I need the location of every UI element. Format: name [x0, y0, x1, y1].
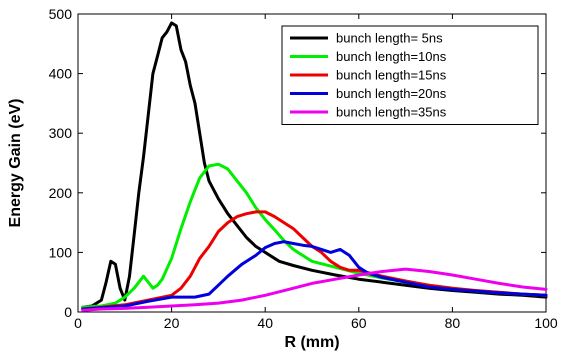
x-tick-label: 80 [445, 315, 461, 331]
legend-label: bunch length=15ns [336, 68, 447, 83]
x-tick-label: 100 [534, 315, 558, 331]
y-axis: 0 100 200 300 400 500 [49, 6, 546, 320]
x-tick-label: 60 [351, 315, 367, 331]
x-tick-label: 40 [257, 315, 273, 331]
x-axis: 0 20 40 60 80 100 [74, 14, 558, 331]
x-axis-label: R (mm) [284, 334, 339, 351]
legend-label: bunch length=10ns [336, 49, 447, 64]
series-lines [81, 21, 548, 312]
y-tick-label: 500 [49, 6, 73, 22]
series-line-1 [81, 21, 548, 309]
y-tick-label: 0 [64, 304, 72, 320]
x-tick-label: 20 [164, 315, 180, 331]
legend-label: bunch length=20ns [336, 86, 447, 101]
legend-label: bunch length= 5ns [336, 31, 443, 46]
y-axis-label: Energy Gain (eV) [7, 99, 24, 228]
legend: bunch length= 5ns bunch length=10ns bunch … [281, 25, 539, 125]
x-tick-label: 0 [74, 315, 82, 331]
y-tick-label: 100 [49, 244, 73, 260]
series-line-5 [81, 267, 548, 312]
y-tick-label: 400 [49, 66, 73, 82]
legend-label: bunch length=35ns [336, 105, 447, 120]
series-line-4 [81, 240, 548, 311]
y-tick-label: 300 [49, 125, 73, 141]
y-tick-label: 200 [49, 185, 73, 201]
series-line-3 [81, 210, 548, 311]
